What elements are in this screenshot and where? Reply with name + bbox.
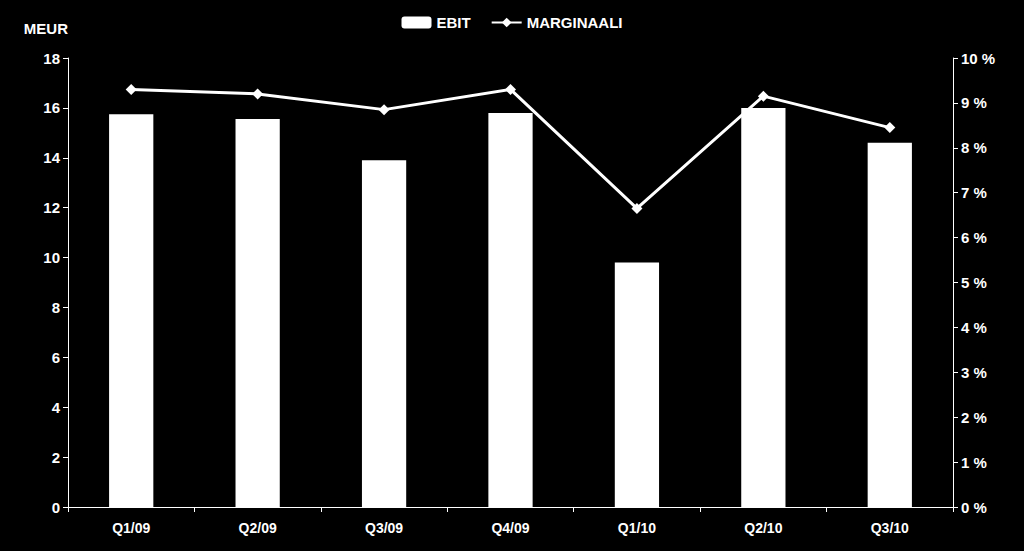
- svg-text:Q2/10: Q2/10: [744, 520, 782, 536]
- svg-text:16: 16: [43, 99, 60, 116]
- svg-text:6 %: 6 %: [961, 229, 987, 246]
- svg-text:8: 8: [52, 299, 60, 316]
- svg-text:10: 10: [43, 249, 60, 266]
- svg-text:Q1/09: Q1/09: [112, 520, 150, 536]
- svg-text:14: 14: [43, 149, 60, 166]
- svg-text:4 %: 4 %: [961, 319, 987, 336]
- svg-text:MARGINAALI: MARGINAALI: [527, 14, 623, 31]
- svg-text:Q1/10: Q1/10: [618, 520, 656, 536]
- svg-text:8 %: 8 %: [961, 139, 987, 156]
- svg-text:Q4/09: Q4/09: [491, 520, 529, 536]
- svg-text:12: 12: [43, 199, 60, 216]
- svg-text:0: 0: [52, 499, 60, 516]
- svg-text:0 %: 0 %: [961, 499, 987, 516]
- svg-text:6: 6: [52, 349, 60, 366]
- svg-text:MEUR: MEUR: [24, 20, 68, 37]
- svg-text:1 %: 1 %: [961, 454, 987, 471]
- svg-text:10 %: 10 %: [961, 50, 995, 67]
- svg-text:2 %: 2 %: [961, 409, 987, 426]
- svg-text:9 %: 9 %: [961, 94, 987, 111]
- svg-text:5 %: 5 %: [961, 274, 987, 291]
- svg-text:2: 2: [52, 449, 60, 466]
- svg-text:Q3/10: Q3/10: [871, 520, 909, 536]
- svg-text:EBIT: EBIT: [437, 14, 471, 31]
- svg-text:4: 4: [52, 399, 61, 416]
- svg-text:Q2/09: Q2/09: [239, 520, 277, 536]
- svg-text:7 %: 7 %: [961, 184, 987, 201]
- svg-text:3 %: 3 %: [961, 364, 987, 381]
- svg-text:18: 18: [43, 50, 60, 67]
- svg-text:Q3/09: Q3/09: [365, 520, 403, 536]
